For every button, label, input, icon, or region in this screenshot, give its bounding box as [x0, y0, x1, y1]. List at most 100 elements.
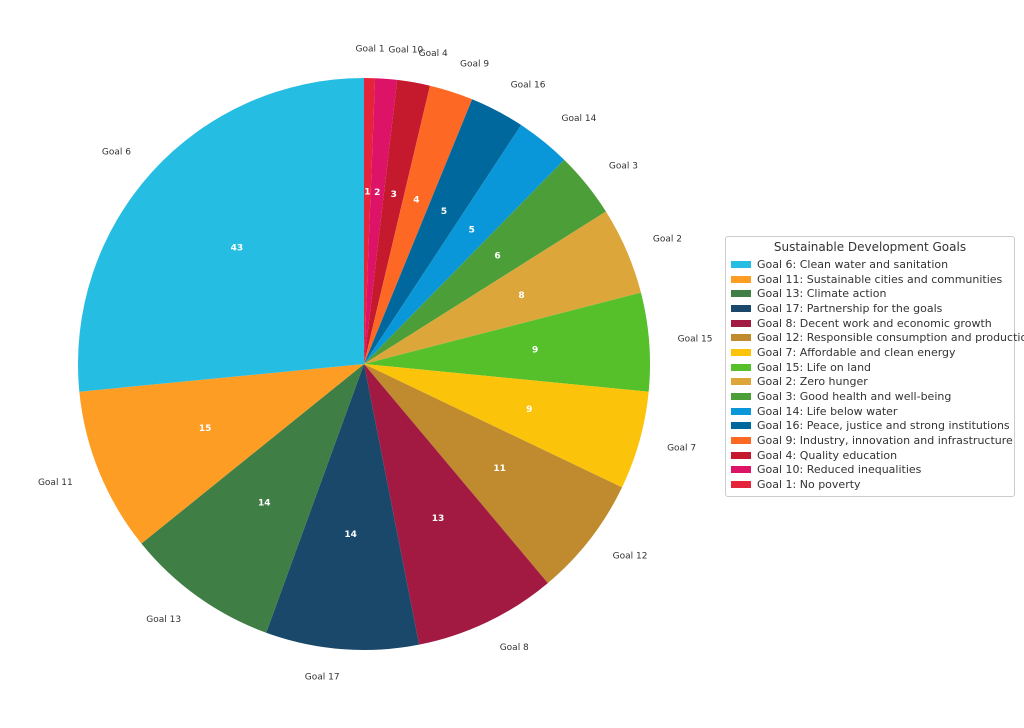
- legend-label: Goal 16: Peace, justice and strong insti…: [757, 419, 1010, 433]
- slice-value-label: 43: [231, 244, 244, 254]
- legend-item: Goal 7: Affordable and clean energy: [726, 345, 1014, 360]
- legend-item: Goal 13: Climate action: [726, 286, 1014, 301]
- pie-slice-goal-16: [364, 99, 522, 364]
- legend-label: Goal 3: Good health and well-being: [757, 390, 952, 404]
- legend-label: Goal 8: Decent work and economic growth: [757, 316, 992, 330]
- legend-label: Goal 13: Climate action: [757, 287, 887, 301]
- slice-category-label: Goal 1: [356, 44, 385, 54]
- pie-slice-goal-3: [364, 159, 606, 364]
- legend-label: Goal 11: Sustainable cities and communit…: [757, 272, 1003, 286]
- slice-value-label: 5: [469, 225, 475, 235]
- legend-item: Goal 9: Industry, innovation and infrast…: [726, 433, 1014, 448]
- pie-slice-goal-10: [364, 78, 398, 364]
- legend-swatch: [731, 290, 751, 298]
- legend-items: Goal 6: Clean water and sanitation Goal 1…: [726, 257, 1024, 492]
- legend-swatch: [731, 481, 751, 489]
- pie-slice-goal-2: [364, 211, 641, 364]
- legend-label: Goal 2: Zero hunger: [757, 375, 868, 389]
- pie-slice-goal-15: [364, 292, 651, 392]
- pie-slice-goal-1: [364, 78, 376, 364]
- slice-category-label: Goal 6: [102, 148, 131, 158]
- slice-category-label: Goal 15: [678, 335, 713, 345]
- legend-item: Goal 17: Partnership for the goals: [726, 301, 1014, 316]
- legend-item: Goal 16: Peace, justice and strong insti…: [726, 419, 1014, 434]
- pie-slice-goal-12: [364, 364, 623, 584]
- legend-swatch: [731, 319, 751, 327]
- legend-item: Goal 10: Reduced inequalities: [726, 463, 1014, 478]
- legend-swatch: [731, 304, 751, 312]
- slice-value-label: 4: [413, 196, 419, 206]
- pie-slice-goal-11: [79, 364, 365, 544]
- pie-slice-goal-6: [78, 78, 364, 392]
- legend-item: Goal 14: Life below water: [726, 404, 1014, 419]
- legend-item: Goal 6: Clean water and sanitation: [726, 257, 1014, 272]
- legend-label: Goal 15: Life on land: [757, 360, 872, 374]
- legend-item: Goal 1: No poverty: [726, 477, 1014, 492]
- legend-swatch: [731, 407, 751, 415]
- legend-label: Goal 4: Quality education: [757, 448, 898, 462]
- pie-slice-goal-9: [364, 85, 473, 364]
- slice-category-label: Goal 12: [613, 552, 648, 562]
- legend-swatch: [731, 422, 751, 430]
- slice-category-label: Goal 17: [305, 673, 340, 683]
- pie-slice-goal-13: [141, 364, 364, 633]
- slice-value-label: 2: [374, 188, 380, 198]
- slice-value-label: 5: [441, 207, 447, 217]
- legend-swatch: [731, 466, 751, 474]
- slice-category-label: Goal 3: [609, 161, 638, 171]
- slice-category-label: Goal 10: [388, 45, 423, 55]
- legend-label: Goal 1: No poverty: [757, 478, 861, 492]
- legend-item: Goal 2: Zero hunger: [726, 375, 1014, 390]
- slice-value-label: 13: [432, 514, 445, 524]
- legend-item: Goal 11: Sustainable cities and communit…: [726, 272, 1014, 287]
- legend-swatch: [731, 334, 751, 342]
- slice-value-label: 1: [364, 187, 370, 197]
- pie-slice-goal-14: [364, 125, 565, 365]
- pie-value-labels: 1 2 3 4 5 5 6 8 9 9 11 13 14 14 15 43: [199, 187, 538, 540]
- slice-category-label: Goal 2: [653, 234, 682, 244]
- legend-item: Goal 12: Responsible consumption and pro…: [726, 330, 1024, 345]
- slice-value-label: 9: [526, 405, 532, 415]
- pie-slice-goal-8: [364, 364, 548, 645]
- legend-swatch: [731, 348, 751, 356]
- pie-slice-goal-7: [364, 364, 649, 488]
- legend-label: Goal 9: Industry, innovation and infrast…: [757, 434, 1013, 448]
- slice-category-label: Goal 14: [562, 114, 597, 124]
- pie-slice-goal-4: [364, 79, 430, 364]
- legend-label: Goal 12: Responsible consumption and pro…: [757, 331, 1024, 345]
- slice-value-label: 14: [258, 499, 271, 509]
- slice-category-label: Goal 11: [38, 478, 73, 488]
- legend-item: Goal 8: Decent work and economic growth: [726, 316, 1014, 331]
- slice-value-label: 15: [199, 424, 212, 434]
- slice-value-label: 3: [391, 190, 397, 200]
- legend: Sustainable Development Goals Goal 6: Cl…: [725, 236, 1024, 497]
- legend-label: Goal 6: Clean water and sanitation: [757, 257, 949, 271]
- slice-category-label: Goal 16: [511, 81, 546, 91]
- slice-category-label: Goal 4: [419, 49, 448, 59]
- slice-value-label: 11: [493, 464, 506, 474]
- slice-value-label: 14: [344, 530, 357, 540]
- legend-swatch: [731, 437, 751, 445]
- legend-title: Sustainable Development Goals: [773, 240, 967, 254]
- pie-slice-goal-17: [266, 364, 420, 650]
- legend-label: Goal 7: Affordable and clean energy: [757, 345, 956, 359]
- slice-value-label: 8: [518, 291, 524, 301]
- legend-item: Goal 4: Quality education: [726, 448, 1014, 463]
- legend-swatch: [731, 260, 751, 268]
- slice-category-label: Goal 13: [146, 615, 181, 625]
- slice-value-label: 6: [494, 251, 500, 261]
- legend-item: Goal 15: Life on land: [726, 360, 1014, 375]
- legend-item: Goal 3: Good health and well-being: [726, 389, 1014, 404]
- slice-category-label: Goal 7: [667, 443, 696, 453]
- legend-label: Goal 10: Reduced inequalities: [757, 463, 922, 477]
- legend-label: Goal 17: Partnership for the goals: [757, 301, 943, 315]
- legend-swatch: [731, 378, 751, 386]
- slice-category-label: Goal 8: [500, 643, 529, 653]
- legend-swatch: [731, 275, 751, 283]
- slice-value-label: 9: [532, 346, 538, 356]
- legend-swatch: [731, 451, 751, 459]
- pie-slices: [78, 78, 651, 650]
- legend-label: Goal 14: Life below water: [757, 404, 898, 418]
